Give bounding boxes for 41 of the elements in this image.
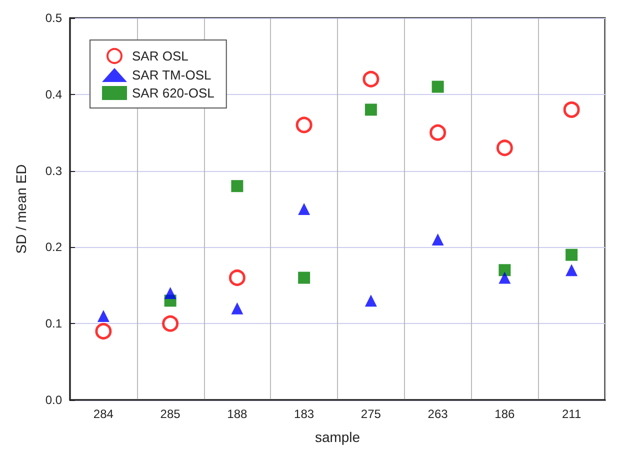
point [364,104,377,116]
point [566,264,578,276]
point [97,310,110,322]
point [563,101,580,118]
point [364,294,377,307]
point [496,140,513,156]
x-tick-label: 285 [160,407,181,421]
point [498,272,511,284]
point [296,116,312,134]
x-tick-label: 186 [494,407,516,421]
point [566,248,578,261]
x-tick-label: 284 [93,407,114,421]
point [362,70,380,88]
y-tick-label: 0.0 [45,393,62,407]
legend-label: SAR OSL [132,48,188,64]
x-axis-title: sample [314,429,360,445]
point [430,124,446,141]
point [164,287,176,300]
legend-label: SAR TM-OSL [132,68,212,82]
point [432,234,444,246]
x-tick-label: 211 [562,407,582,421]
y-tick-label: 0.2 [45,240,62,254]
x-tick-label: 263 [428,407,448,421]
y-tick-label: 0.5 [45,11,62,25]
x-tick-label: 183 [294,407,314,421]
point [298,203,310,215]
legend-label: SAR 620-OSL [132,86,214,100]
point [298,272,310,284]
x-tick-label: 188 [227,407,248,421]
point [95,322,112,340]
point [498,264,511,276]
y-tick-label: 0.4 [45,87,62,102]
point [432,80,444,93]
point [228,270,246,286]
y-axis-title: SD / mean ED [13,164,29,254]
point [231,180,244,192]
y-tick-label: 0.1 [45,316,62,331]
point [162,315,179,332]
point [231,302,244,314]
y-tick-label: 0.3 [45,164,62,178]
x-tick-label: 275 [360,407,382,421]
